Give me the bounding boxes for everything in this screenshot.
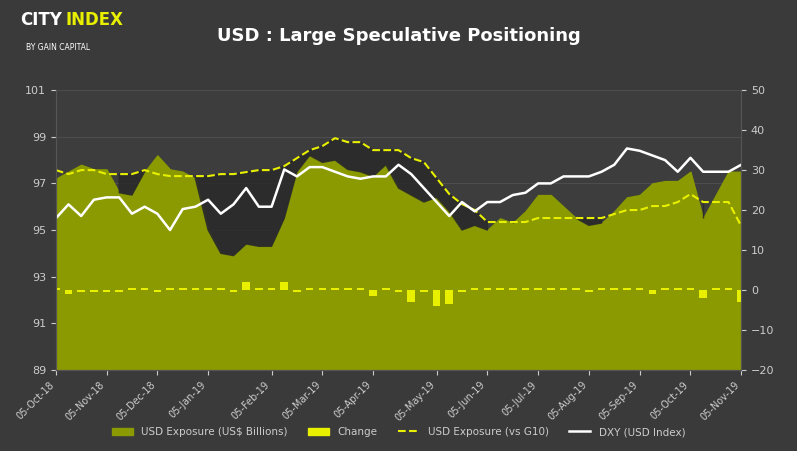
Text: BY GAIN CAPITAL: BY GAIN CAPITAL	[26, 43, 90, 52]
Bar	[382, 288, 390, 290]
Bar	[255, 288, 263, 290]
Bar	[547, 288, 555, 290]
Bar	[191, 288, 199, 290]
Bar	[662, 288, 669, 290]
Legend: USD Exposure (US$ Billions), Change, USD Exposure (vs G10), DXY (USD Index): USD Exposure (US$ Billions), Change, USD…	[108, 423, 689, 441]
Bar	[369, 290, 377, 296]
Bar	[407, 290, 415, 302]
Bar	[687, 288, 694, 290]
Bar	[649, 290, 656, 294]
Bar	[179, 288, 186, 290]
Bar	[395, 290, 402, 292]
Bar	[471, 288, 478, 290]
Bar	[128, 288, 135, 290]
Bar	[167, 288, 174, 290]
Bar	[572, 288, 580, 290]
Text: USD : Large Speculative Positioning: USD : Large Speculative Positioning	[217, 27, 580, 45]
Bar	[611, 288, 618, 290]
Bar	[90, 290, 98, 292]
Bar	[699, 290, 707, 298]
Bar	[484, 288, 491, 290]
Bar	[103, 290, 110, 292]
Bar	[319, 288, 326, 290]
Bar	[141, 288, 148, 290]
Bar	[433, 290, 441, 306]
Bar	[77, 290, 85, 292]
Bar	[521, 288, 529, 290]
Bar	[724, 288, 732, 290]
Bar	[458, 290, 465, 292]
Bar	[534, 288, 542, 290]
Bar	[230, 290, 238, 292]
Bar	[204, 288, 212, 290]
Bar	[674, 288, 681, 290]
Bar	[217, 288, 225, 290]
Bar	[737, 290, 745, 302]
Text: INDEX: INDEX	[65, 11, 124, 29]
Bar	[293, 290, 300, 292]
Bar	[65, 290, 73, 294]
Bar	[446, 290, 453, 304]
Bar	[712, 288, 720, 290]
Bar	[559, 288, 567, 290]
Bar	[268, 288, 276, 290]
Bar	[52, 288, 60, 290]
Bar	[509, 288, 516, 290]
Bar	[242, 282, 250, 290]
Bar	[281, 282, 288, 290]
Bar	[497, 288, 504, 290]
Bar	[154, 290, 161, 292]
Bar	[585, 290, 593, 292]
Bar	[420, 290, 428, 292]
Bar	[598, 288, 606, 290]
Bar	[116, 290, 123, 292]
Text: CITY: CITY	[20, 11, 62, 29]
Bar	[636, 288, 643, 290]
Bar	[306, 288, 313, 290]
Bar	[623, 288, 630, 290]
Bar	[344, 288, 351, 290]
Bar	[332, 288, 339, 290]
Bar	[356, 288, 364, 290]
